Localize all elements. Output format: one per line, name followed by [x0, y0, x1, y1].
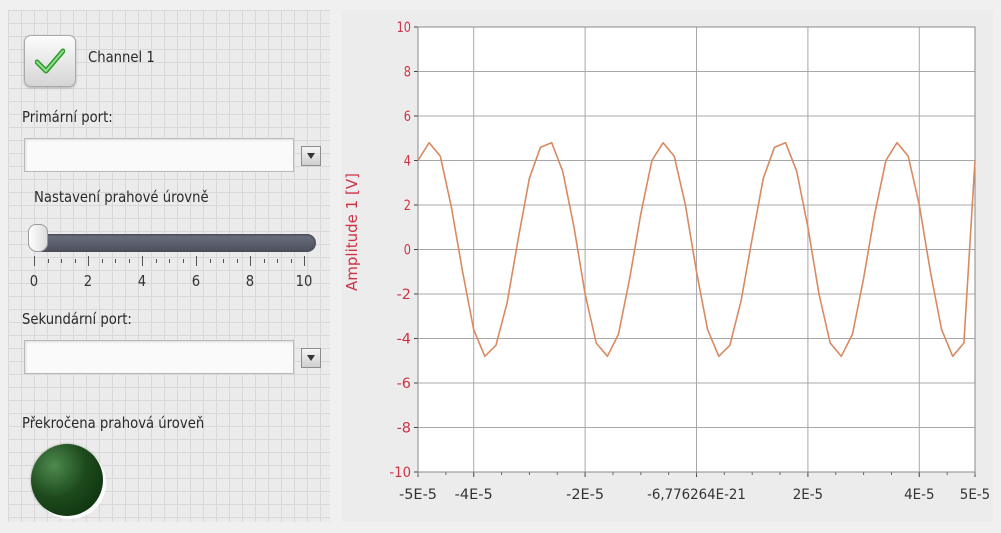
- slider-minor-tick: [223, 259, 224, 263]
- slider-minor-tick: [101, 259, 103, 263]
- y-axis-title: Amplitude 1 [V]: [343, 173, 361, 291]
- channel-label: Channel 1: [88, 48, 155, 66]
- slider-scale-label: 4: [137, 272, 147, 290]
- dropdown-arrow-icon: [307, 153, 315, 159]
- threshold-exceeded-led[interactable]: [31, 444, 103, 516]
- slider-minor-tick: [155, 259, 157, 263]
- slider-major-tick: [196, 256, 197, 266]
- slider-major-tick: [142, 256, 143, 266]
- secondary-port-field[interactable]: [24, 340, 294, 374]
- x-tick-label: 4E-5: [904, 487, 934, 503]
- slider-major-tick: [304, 256, 305, 266]
- x-tick-label: -5E-5: [399, 487, 437, 503]
- y-tick-label: -6: [397, 376, 411, 392]
- slider-scale-label: 10: [295, 272, 313, 290]
- y-tick-label: 10: [397, 20, 411, 36]
- y-tick-label: 6: [404, 109, 411, 125]
- plot-border: [417, 26, 976, 473]
- slider-minor-tick: [290, 259, 292, 263]
- slider-scale-label: 6: [191, 272, 201, 290]
- dropdown-arrow-icon: [307, 355, 315, 361]
- slider-scale-label: 0: [29, 272, 39, 290]
- slider-major-tick: [250, 256, 251, 266]
- slider-minor-tick: [236, 259, 238, 263]
- y-tick-label: 2: [404, 198, 411, 214]
- slider-minor-tick: [74, 259, 76, 263]
- slider-minor-tick: [263, 259, 265, 263]
- slider-minor-tick: [115, 259, 116, 263]
- slider-minor-tick: [209, 259, 211, 263]
- y-tick-label: -2: [397, 287, 411, 303]
- primary-port-field[interactable]: [24, 138, 294, 172]
- amplitude-series-line: [417, 141, 976, 358]
- slider-major-tick: [88, 256, 89, 266]
- slider-minor-tick: [182, 259, 184, 263]
- y-tick-label: -10: [389, 465, 411, 481]
- x-tick-label: 2E-5: [793, 487, 823, 503]
- slider-scale-label: 2: [83, 272, 93, 290]
- checkmark-icon: [35, 48, 65, 74]
- threshold-slider-thumb[interactable]: [28, 224, 48, 252]
- y-tick-label: -4: [397, 332, 411, 348]
- slider-major-tick: [34, 256, 35, 266]
- channel-toggle-button[interactable]: [24, 35, 76, 87]
- slider-minor-tick: [169, 259, 170, 263]
- slider-minor-tick: [128, 259, 130, 263]
- slider-scale-label: 8: [245, 272, 255, 290]
- primary-port-label: Primární port:: [22, 108, 113, 126]
- y-tick-label: 0: [404, 243, 411, 259]
- x-tick-label: -2E-5: [566, 487, 604, 503]
- slider-minor-tick: [47, 259, 49, 263]
- control-panel: Channel 1 Primární port: Nastavení praho…: [8, 10, 330, 522]
- threshold-label: Nastavení prahové úrovně: [34, 188, 209, 206]
- slider-minor-tick: [61, 259, 62, 263]
- secondary-port-dropdown-button[interactable]: [301, 348, 321, 368]
- x-tick-label: -6,776264E-21: [647, 487, 746, 503]
- threshold-exceeded-label: Překročena prahová úroveň: [22, 414, 205, 432]
- primary-port-dropdown-button[interactable]: [301, 146, 321, 166]
- x-tick-label: -4E-5: [455, 487, 493, 503]
- threshold-slider-track[interactable]: [34, 234, 316, 252]
- slider-minor-tick: [277, 259, 278, 263]
- x-tick-label: 5E-5: [960, 487, 990, 503]
- y-tick-label: 4: [404, 154, 411, 170]
- y-tick-label: -8: [397, 421, 411, 437]
- y-tick-label: 8: [404, 65, 411, 81]
- secondary-port-label: Sekundární port:: [22, 310, 132, 328]
